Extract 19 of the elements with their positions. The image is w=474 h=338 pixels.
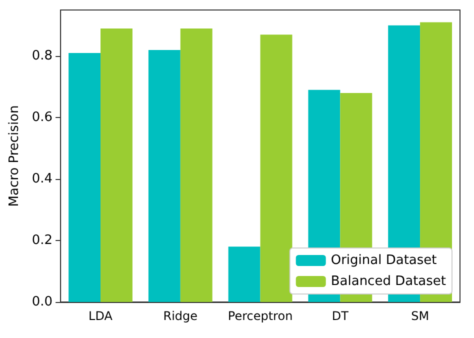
bar xyxy=(100,28,132,302)
bar xyxy=(260,34,292,302)
y-tick-label: 0.4 xyxy=(32,172,53,187)
x-tick-label: Ridge xyxy=(163,309,198,323)
bar xyxy=(148,50,180,302)
legend-label: Balanced Dataset xyxy=(330,274,446,289)
bar xyxy=(180,28,212,302)
y-tick-label: 0.0 xyxy=(32,294,53,310)
x-tick-label: Perceptron xyxy=(228,309,293,323)
legend-label: Original Dataset xyxy=(330,253,437,268)
y-axis-title: Macro Precision xyxy=(7,105,22,207)
y-tick-label: 0.2 xyxy=(32,233,53,248)
bar xyxy=(68,53,101,302)
y-tick-label: 0.8 xyxy=(32,48,53,64)
bar xyxy=(228,246,260,302)
y-tick-label: 0.6 xyxy=(32,110,53,126)
x-tick-label: LDA xyxy=(88,309,114,323)
x-tick-label: DT xyxy=(332,309,350,323)
x-tick-label: SM xyxy=(411,309,430,323)
